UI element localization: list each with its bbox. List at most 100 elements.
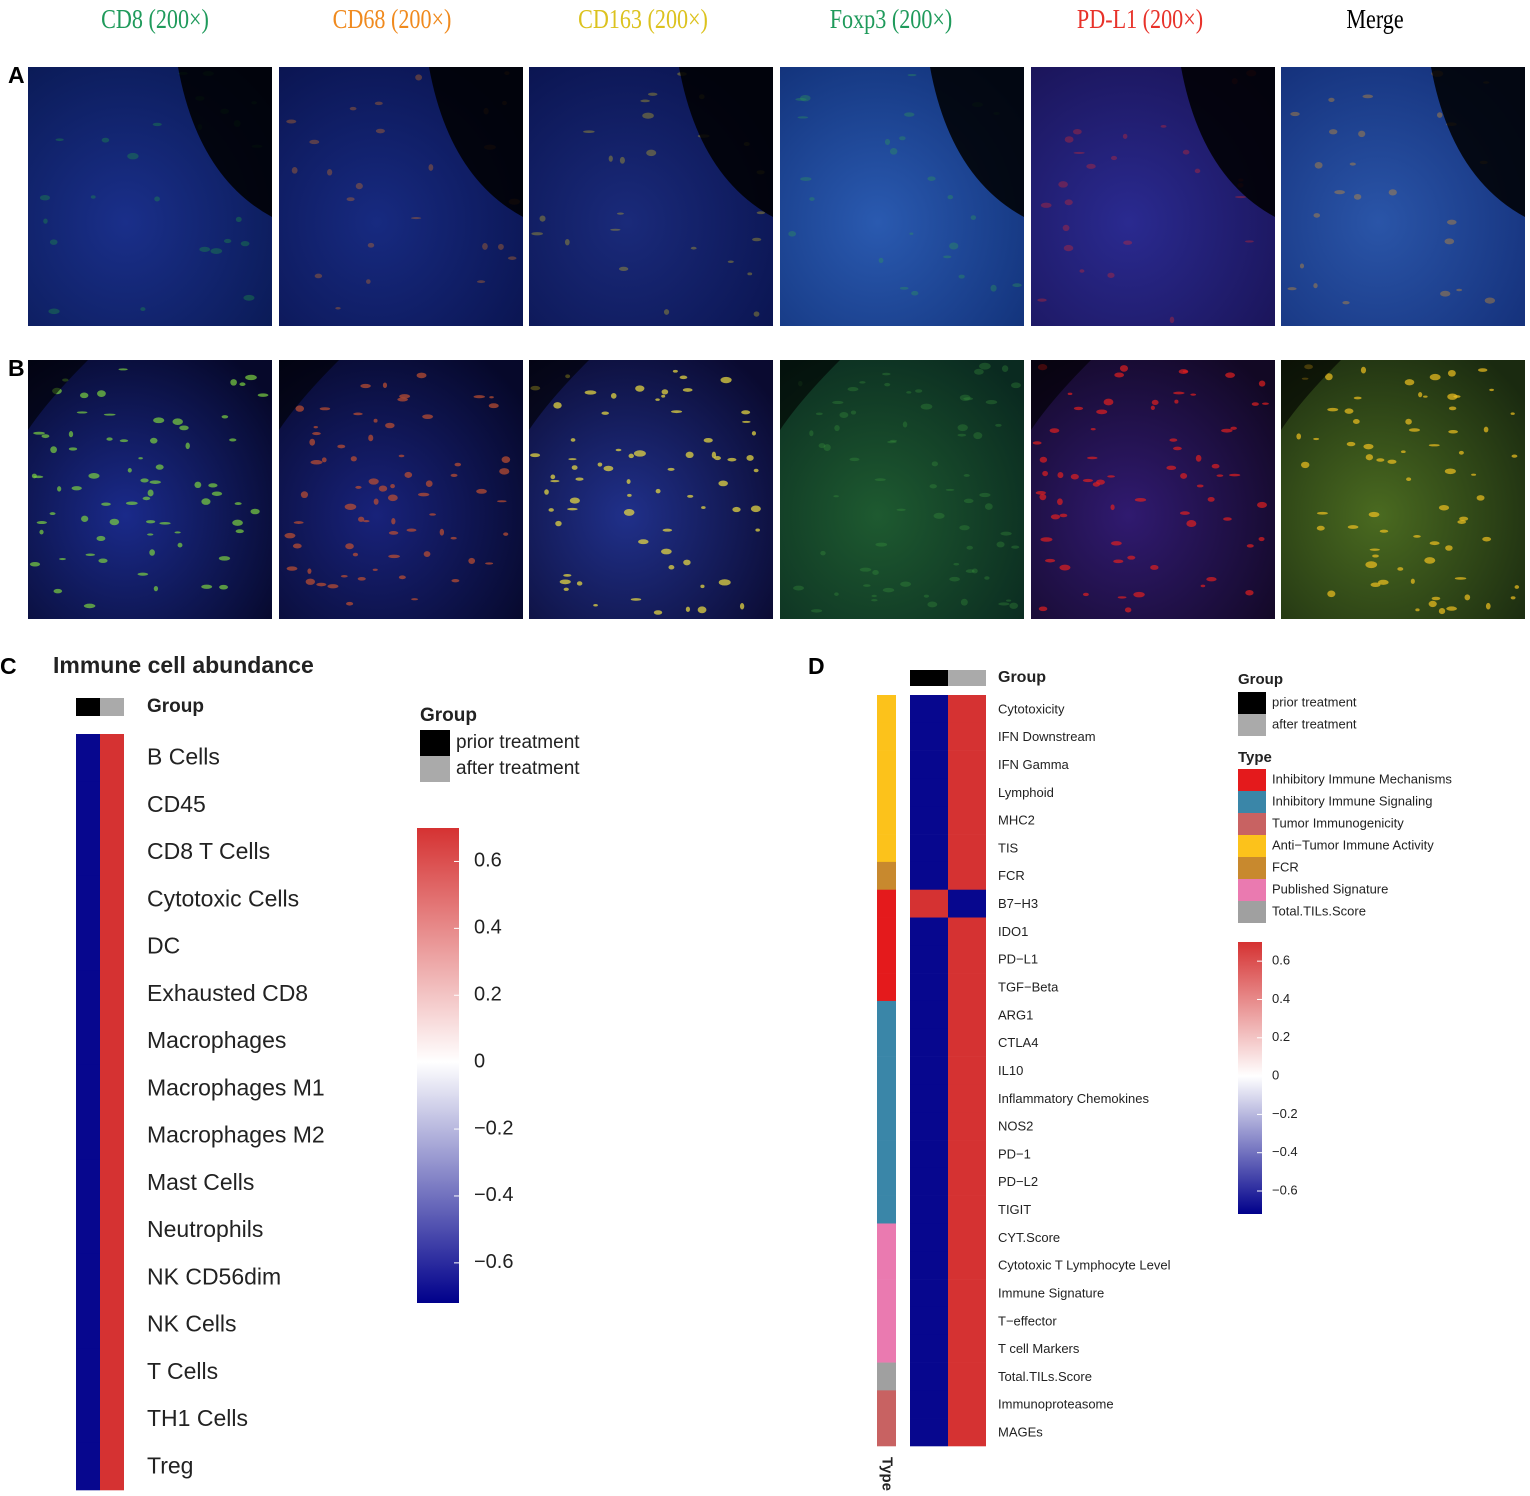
heatmap-cell bbox=[948, 1362, 986, 1391]
stain bbox=[1482, 536, 1492, 542]
row-label: IFN Downstream bbox=[998, 729, 1096, 744]
stain bbox=[1180, 472, 1188, 479]
stain bbox=[1438, 607, 1446, 615]
stain bbox=[357, 576, 366, 581]
stain bbox=[1044, 558, 1056, 563]
stain bbox=[568, 458, 577, 461]
stain bbox=[687, 494, 694, 498]
heatmap-cell bbox=[948, 834, 986, 863]
stain bbox=[1087, 456, 1098, 460]
stain bbox=[788, 231, 797, 237]
stain bbox=[1062, 224, 1070, 232]
stain bbox=[915, 389, 923, 393]
stain bbox=[1313, 213, 1321, 218]
stain bbox=[1477, 368, 1488, 372]
heatmap-cell bbox=[910, 973, 948, 1002]
stain bbox=[1447, 369, 1456, 377]
heatmap-cell bbox=[100, 1112, 124, 1160]
stain bbox=[152, 122, 162, 127]
stain bbox=[662, 528, 673, 532]
stain bbox=[1124, 607, 1132, 613]
stain bbox=[874, 478, 886, 482]
legend-swatch bbox=[1238, 835, 1266, 857]
stain bbox=[583, 130, 595, 134]
stain bbox=[1362, 94, 1374, 99]
heatmap-cell bbox=[910, 1000, 948, 1030]
stain bbox=[398, 575, 406, 580]
stain bbox=[1012, 283, 1022, 288]
stain bbox=[1070, 473, 1079, 480]
stain bbox=[1110, 541, 1122, 546]
stain bbox=[450, 536, 457, 540]
heatmap-cell bbox=[100, 875, 124, 924]
stain bbox=[1211, 463, 1220, 469]
tissue-edge bbox=[28, 360, 88, 430]
stain bbox=[179, 425, 189, 431]
stain bbox=[714, 456, 721, 461]
legend-label: prior treatment bbox=[1272, 694, 1357, 709]
stain bbox=[286, 119, 297, 124]
stain bbox=[1431, 596, 1441, 601]
stain bbox=[863, 584, 871, 587]
row-label: A bbox=[8, 62, 25, 88]
stain bbox=[98, 558, 108, 563]
colorbar-tick-label: 0.4 bbox=[474, 917, 502, 939]
stain bbox=[1251, 402, 1259, 406]
stain bbox=[1353, 396, 1362, 400]
stain bbox=[71, 486, 82, 491]
stain bbox=[1446, 606, 1457, 611]
row-label: Cytotoxicity bbox=[998, 701, 1065, 716]
stain bbox=[309, 139, 320, 145]
stain bbox=[1182, 370, 1188, 373]
stain bbox=[321, 457, 327, 463]
heatmap-cell bbox=[910, 834, 948, 863]
stain bbox=[1133, 591, 1145, 598]
stain bbox=[1406, 477, 1412, 482]
heatmap-cell bbox=[910, 945, 948, 974]
stain bbox=[646, 149, 657, 157]
stain bbox=[1073, 406, 1084, 411]
heatmap-cell bbox=[948, 889, 986, 918]
stain bbox=[429, 513, 436, 516]
stain bbox=[337, 444, 346, 449]
stain bbox=[899, 136, 906, 141]
heatmap-cell bbox=[910, 1112, 948, 1141]
stain bbox=[875, 542, 888, 547]
stain bbox=[90, 195, 96, 199]
stain bbox=[750, 505, 761, 513]
stain bbox=[85, 553, 96, 557]
stain bbox=[378, 485, 388, 492]
stain bbox=[399, 394, 411, 399]
tissue-edge bbox=[1031, 360, 1091, 430]
stain bbox=[346, 197, 355, 202]
heatmap-cell bbox=[948, 1140, 986, 1169]
stain bbox=[881, 372, 891, 376]
stain bbox=[1262, 402, 1269, 405]
stain bbox=[1514, 585, 1520, 589]
row-label: IFN Gamma bbox=[998, 757, 1070, 772]
stain bbox=[1457, 519, 1467, 524]
colorbar-tick-label: −0.6 bbox=[474, 1251, 513, 1273]
type-cell bbox=[877, 1279, 896, 1308]
row-label: ARG1 bbox=[998, 1007, 1033, 1022]
stain bbox=[159, 521, 171, 525]
heatmap-cell bbox=[100, 1301, 124, 1349]
stain bbox=[1064, 199, 1073, 206]
legend-label: after treatment bbox=[456, 758, 580, 779]
stain bbox=[1049, 428, 1060, 433]
stain bbox=[663, 309, 670, 315]
stain bbox=[597, 462, 603, 467]
heatmap-cell bbox=[948, 722, 986, 751]
stain bbox=[1397, 567, 1404, 571]
stain bbox=[1119, 365, 1129, 372]
stain bbox=[1206, 576, 1217, 582]
stain bbox=[809, 430, 814, 437]
stain bbox=[945, 488, 955, 491]
stain bbox=[1400, 450, 1406, 454]
heatmap-cell bbox=[76, 923, 100, 971]
stain bbox=[57, 486, 62, 492]
stain bbox=[1476, 495, 1485, 501]
group-bar bbox=[76, 698, 100, 716]
stain bbox=[1000, 531, 1012, 536]
type-cell bbox=[877, 973, 896, 1002]
